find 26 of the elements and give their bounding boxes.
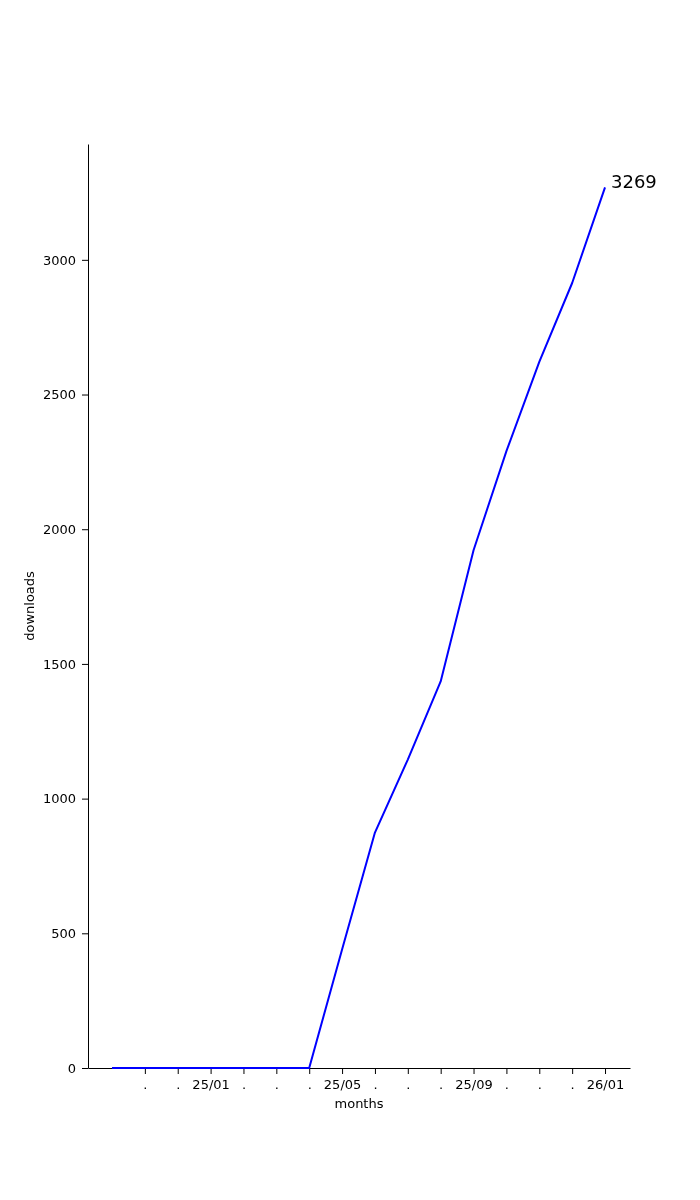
y-tick-label: 2000: [42, 521, 76, 537]
y-tick-label: 2500: [42, 387, 76, 403]
x-tick-label: 26/01: [586, 1077, 625, 1093]
x-tick-label: .: [439, 1077, 444, 1093]
x-tick-label: .: [143, 1077, 148, 1093]
x-tick-label: .: [241, 1077, 247, 1093]
x-tick-label: .: [537, 1077, 542, 1093]
y-tick-label: 1500: [42, 656, 76, 672]
x-tick-label: .: [176, 1077, 181, 1093]
x-tick-label: .: [504, 1077, 509, 1093]
x-tick-label: .: [406, 1077, 411, 1093]
x-tick-label: .: [570, 1077, 575, 1093]
x-axis-title: months: [334, 1096, 384, 1111]
x-tick-label: .: [307, 1077, 312, 1093]
annotation: 3269: [611, 171, 657, 193]
y-tick-label: 500: [51, 925, 76, 941]
y-axis-title: downloads: [22, 570, 37, 641]
y-tick-label: 3000: [42, 252, 76, 268]
x-tick-label: 25/05: [323, 1077, 362, 1093]
y-tick-label: 0: [67, 1060, 76, 1076]
line-series: [110, 186, 607, 1069]
x-tick-label: .: [274, 1077, 279, 1093]
x-tick-label: 25/09: [455, 1077, 493, 1093]
x-tick-label: .: [373, 1077, 378, 1093]
y-tick-label: 1000: [42, 791, 76, 807]
x-tick-label: 25/01: [192, 1077, 230, 1093]
